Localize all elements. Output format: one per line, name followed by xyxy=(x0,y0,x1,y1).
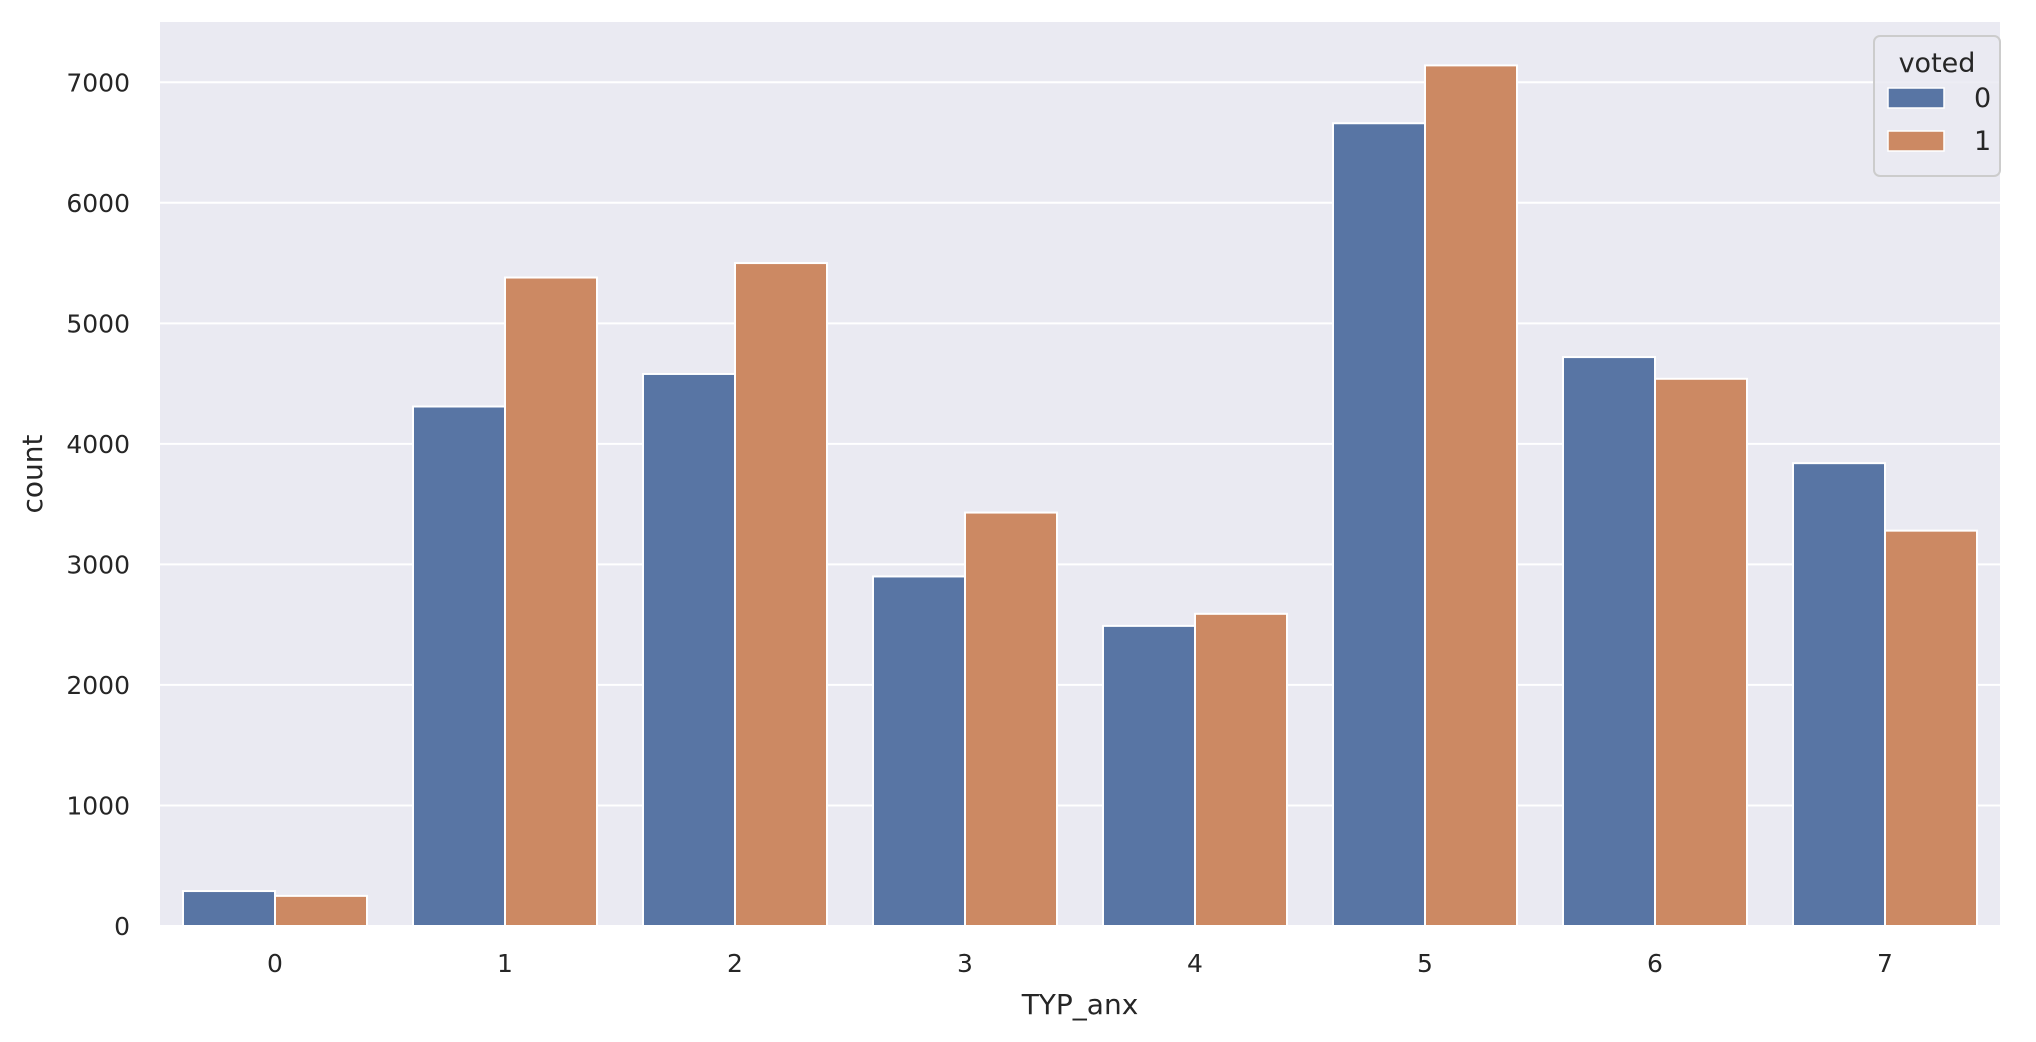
x-tick-label: 4 xyxy=(1187,949,1203,978)
x-tick-label: 6 xyxy=(1647,949,1663,978)
bar-series-0-cat-7 xyxy=(1792,462,1886,927)
legend-items: 01 xyxy=(1887,83,1991,157)
y-tick-label: 6000 xyxy=(66,189,130,218)
legend-label-0: 0 xyxy=(1974,83,1991,114)
y-tick-label: 7000 xyxy=(66,68,130,97)
y-tick-label: 2000 xyxy=(66,671,130,700)
x-tick-label: 0 xyxy=(267,949,283,978)
x-axis-label: TYP_anx xyxy=(1021,988,1139,1021)
bar-series-0-cat-0 xyxy=(182,890,276,928)
legend-label-1: 1 xyxy=(1974,126,1991,157)
bar-series-1-cat-0 xyxy=(274,894,368,927)
bar-series-1-cat-4 xyxy=(1194,612,1288,927)
bar-series-0-cat-1 xyxy=(412,405,506,927)
bar-series-1-cat-5 xyxy=(1424,64,1518,927)
y-tick-label: 1000 xyxy=(66,791,130,820)
legend-swatch-1 xyxy=(1887,130,1945,152)
legend-title: voted xyxy=(1899,48,1976,79)
y-tick-label: 4000 xyxy=(66,430,130,459)
y-axis-ticks: 0 1000 2000 3000 4000 5000 6000 7000 xyxy=(66,68,130,941)
x-tick-label: 5 xyxy=(1417,949,1433,978)
bar-series-1-cat-2 xyxy=(734,262,828,928)
bar-series-0-cat-5 xyxy=(1332,122,1426,928)
bar-series-1-cat-7 xyxy=(1884,529,1978,928)
bar-series-0-cat-3 xyxy=(872,575,966,927)
bar-series-1-cat-1 xyxy=(504,276,598,928)
bar-series-1-cat-6 xyxy=(1654,377,1748,927)
x-tick-label: 2 xyxy=(727,949,743,978)
bar-series-0-cat-2 xyxy=(642,372,736,927)
x-tick-label: 3 xyxy=(957,949,973,978)
x-axis-ticks: 0 1 2 3 4 5 6 7 xyxy=(267,949,1893,978)
bar-series-0-cat-4 xyxy=(1102,624,1196,927)
x-tick-label: 7 xyxy=(1877,949,1893,978)
legend: voted 01 xyxy=(1873,35,2001,177)
x-tick-label: 1 xyxy=(497,949,513,978)
bar-series-0-cat-6 xyxy=(1562,356,1656,928)
y-axis-label: count xyxy=(16,434,49,513)
bars xyxy=(182,64,1978,928)
legend-swatch-0 xyxy=(1887,87,1945,109)
bar-series-1-cat-3 xyxy=(964,511,1058,927)
y-tick-label: 0 xyxy=(114,912,130,941)
y-tick-label: 3000 xyxy=(66,550,130,579)
y-tick-label: 5000 xyxy=(66,309,130,338)
